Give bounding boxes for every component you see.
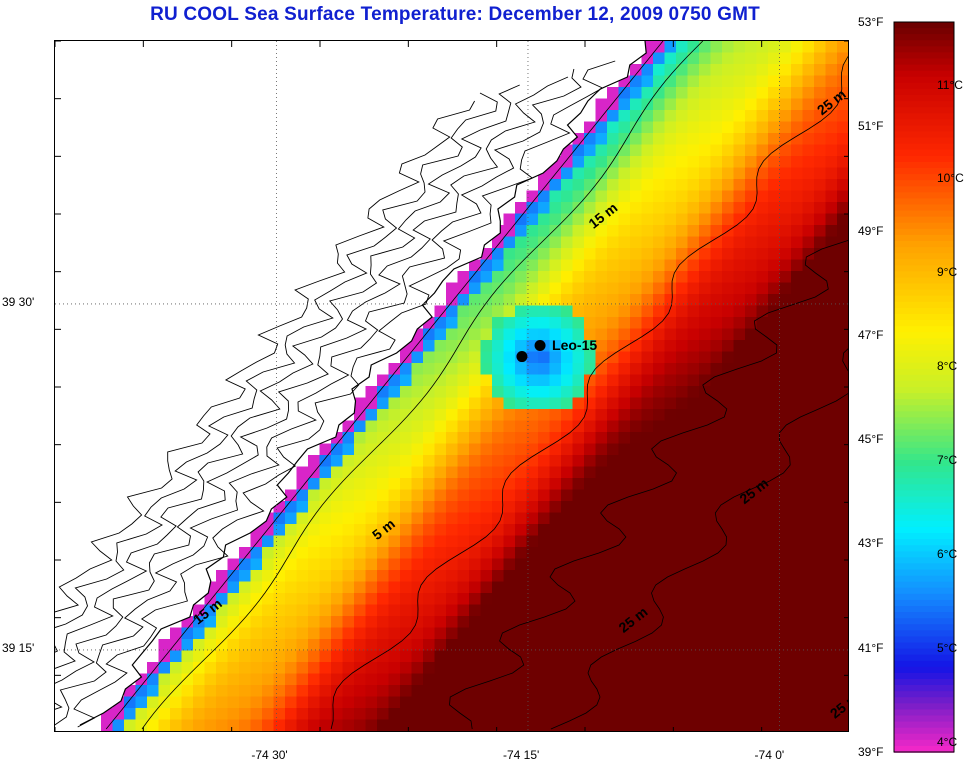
colorbar-gradient (894, 22, 954, 753)
colorbar-c-label: 4°C (937, 734, 958, 749)
colorbar (893, 21, 955, 753)
colorbar-f-label: 53°F (858, 15, 884, 29)
colorbar-c-label: 10°C (937, 171, 964, 186)
colorbar-f-label: 51°F (858, 119, 884, 134)
lon-tick-label: -74 30' (251, 748, 288, 762)
sst-grid (101, 41, 848, 731)
station-dot-icon[interactable] (516, 351, 528, 363)
station-label: Leo-15 (552, 337, 598, 354)
station-dot-icon[interactable] (534, 339, 546, 351)
colorbar-c-label: 9°C (937, 265, 958, 280)
sst-map-canvas[interactable]: 15 m25 m25 m25 m5 m15 m25 m (55, 41, 849, 732)
coastline (55, 41, 647, 728)
map-title: RU COOL Sea Surface Temperature: Decembe… (150, 4, 760, 25)
colorbar-c-label: 11°C (937, 77, 963, 92)
lat-tick-label: 39 30' (2, 294, 35, 309)
frame-ticks (55, 41, 848, 731)
colorbar-frame (893, 21, 955, 753)
graticule (55, 41, 848, 731)
colorbar-f-label: 49°F (858, 223, 884, 238)
depth-contours (105, 41, 848, 730)
colorbar-c-label: 5°C (937, 640, 958, 655)
colorbar-c-label: 8°C (937, 359, 958, 374)
lat-tick-label: 39 15' (2, 640, 35, 655)
lon-tick-label: -74 15' (502, 748, 540, 762)
lon-tick-label: -74 0' (754, 748, 785, 762)
colorbar-f-label: 43°F (858, 536, 884, 551)
colorbar-c-label: 7°C (937, 453, 958, 467)
colorbar-f-label: 41°F (858, 640, 884, 655)
colorbar-f-label: 47°F (858, 327, 884, 342)
colorbar-c-label: 6°C (937, 546, 958, 561)
colorbar-f-label: 39°F (858, 745, 884, 759)
colorbar-f-label: 45°F (858, 432, 884, 447)
